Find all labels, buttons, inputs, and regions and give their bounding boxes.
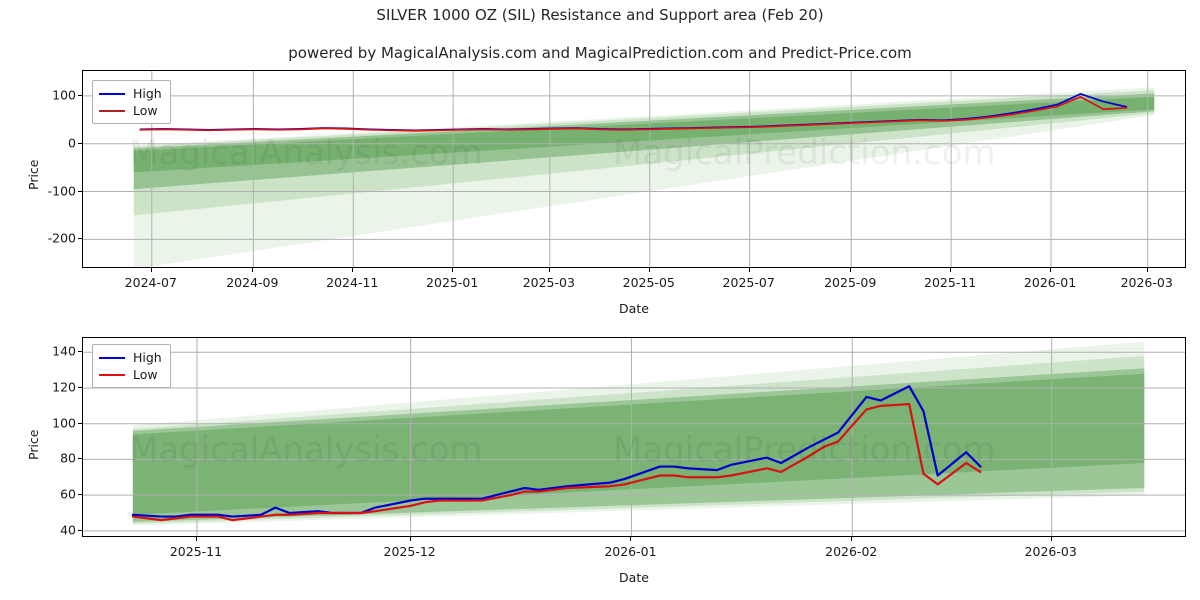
legend-row-low: Low [99, 102, 162, 119]
ytick-label: 100 [52, 87, 76, 103]
series-high [131, 385, 982, 518]
ytick-mark [78, 190, 82, 192]
xtick-label: 2025-03 [522, 275, 575, 290]
xtick-label: 2025-05 [622, 275, 675, 290]
top-chart-legend: High Low [92, 80, 171, 124]
xtick-mark [548, 268, 550, 272]
xtick-label: 2025-01 [426, 275, 479, 290]
xtick-label: 2026-03 [1024, 544, 1077, 559]
ytick-label: 0 [68, 135, 76, 151]
legend-swatch-low-bottom [99, 373, 125, 376]
legend-label-high: High [133, 86, 162, 101]
xtick-mark [252, 268, 254, 272]
xtick-label: 2026-02 [825, 544, 878, 559]
xtick-mark [630, 537, 632, 541]
xtick-mark [195, 537, 197, 541]
ytick-mark [78, 458, 82, 460]
bottom-chart-panel: MagicalAnalysis.com MagicalPrediction.co… [82, 337, 1186, 537]
legend-row-high-bottom: High [99, 349, 162, 366]
xtick-label: 2025-07 [722, 275, 775, 290]
xtick-mark [452, 268, 454, 272]
ytick-label: -100 [47, 183, 76, 199]
bottom-chart-ylabel: Price [26, 429, 41, 461]
top-chart-xlabel: Date [619, 301, 649, 316]
xtick-mark [850, 268, 852, 272]
ytick-mark [78, 529, 82, 531]
legend-label-high-bottom: High [133, 350, 162, 365]
band-dark [132, 373, 1145, 515]
bottom-chart-legend: High Low [92, 344, 171, 388]
xtick-mark [352, 268, 354, 272]
xtick-label: 2026-01 [1023, 275, 1077, 290]
ytick-mark [78, 422, 82, 424]
band-dark [133, 96, 1155, 173]
xtick-label: 2025-12 [383, 544, 436, 559]
xtick-label: 2024-09 [226, 275, 279, 290]
xtick-mark [409, 537, 411, 541]
xtick-mark [1050, 537, 1052, 541]
ytick-label: 100 [52, 415, 76, 431]
ytick-label: 40 [60, 522, 76, 538]
series-low [139, 95, 1128, 132]
ytick-mark [78, 351, 82, 353]
xtick-label: 2026-01 [604, 544, 657, 559]
ytick-mark [78, 494, 82, 496]
xtick-mark [1146, 268, 1148, 272]
xtick-mark [1050, 268, 1052, 272]
ytick-mark [78, 94, 82, 96]
xtick-label: 2025-11 [169, 544, 223, 559]
xtick-label: 2025-09 [824, 275, 877, 290]
ytick-mark [78, 238, 82, 240]
xtick-label: 2025-11 [924, 275, 977, 290]
xtick-mark [648, 268, 650, 272]
legend-swatch-high [99, 92, 125, 95]
ytick-mark [78, 142, 82, 144]
legend-row-low-bottom: Low [99, 366, 162, 383]
ytick-label: 120 [52, 379, 76, 395]
ytick-label: 140 [52, 343, 76, 359]
xtick-mark [950, 268, 952, 272]
legend-row-high: High [99, 85, 162, 102]
page-subtitle: powered by MagicalAnalysis.com and Magic… [288, 44, 912, 62]
legend-swatch-high-bottom [99, 356, 125, 359]
bottom-chart-xlabel: Date [619, 570, 649, 585]
legend-label-low: Low [133, 103, 158, 118]
bottom-chart-plot: MagicalAnalysis.com MagicalPrediction.co… [82, 337, 1186, 537]
xtick-label: 2024-11 [326, 275, 379, 290]
ytick-mark [78, 387, 82, 388]
ytick-label: 80 [60, 450, 76, 466]
top-chart-panel: MagicalAnalysis.com MagicalPrediction.co… [82, 70, 1186, 268]
top-chart-plot: MagicalAnalysis.com MagicalPrediction.co… [82, 70, 1186, 268]
xtick-label: 2026-03 [1120, 275, 1173, 290]
ytick-label: -200 [47, 230, 76, 246]
legend-swatch-low [99, 109, 125, 112]
legend-label-low-bottom: Low [133, 367, 158, 382]
band-faint-lower [133, 87, 1155, 267]
series-low [131, 402, 982, 522]
xtick-label: 2024-07 [124, 275, 177, 290]
xtick-mark [150, 268, 152, 272]
ytick-label: 60 [60, 486, 76, 502]
xtick-mark [851, 537, 853, 541]
top-chart-ylabel: Price [26, 159, 41, 191]
page-title: SILVER 1000 OZ (SIL) Resistance and Supp… [376, 6, 824, 24]
xtick-mark [748, 268, 750, 272]
